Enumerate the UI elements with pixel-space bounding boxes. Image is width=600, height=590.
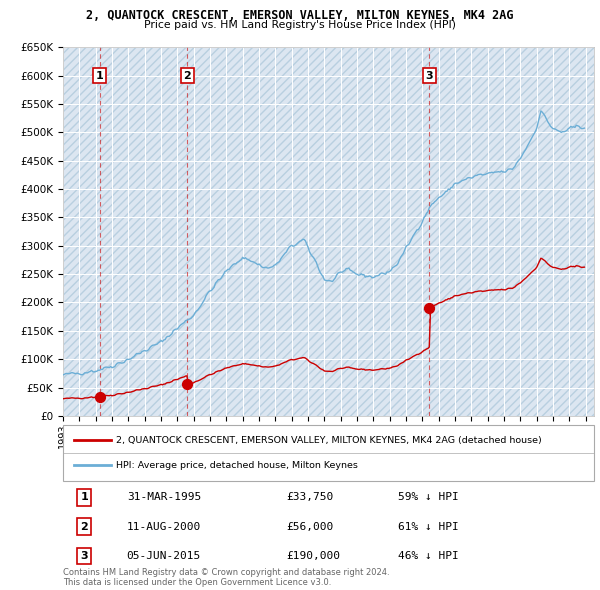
Text: £33,750: £33,750	[286, 492, 333, 502]
Text: 31-MAR-1995: 31-MAR-1995	[127, 492, 201, 502]
Text: 46% ↓ HPI: 46% ↓ HPI	[398, 551, 458, 561]
Text: 3: 3	[425, 71, 433, 81]
Point	[182, 379, 192, 389]
Text: 3: 3	[80, 551, 88, 561]
Text: 2, QUANTOCK CRESCENT, EMERSON VALLEY, MILTON KEYNES, MK4 2AG: 2, QUANTOCK CRESCENT, EMERSON VALLEY, MI…	[86, 9, 514, 22]
Text: 59% ↓ HPI: 59% ↓ HPI	[398, 492, 458, 502]
Text: 2: 2	[184, 71, 191, 81]
Text: Price paid vs. HM Land Registry's House Price Index (HPI): Price paid vs. HM Land Registry's House …	[144, 20, 456, 30]
Point	[95, 392, 104, 402]
Point	[425, 303, 434, 313]
Text: 2: 2	[80, 522, 88, 532]
Text: Contains HM Land Registry data © Crown copyright and database right 2024.
This d: Contains HM Land Registry data © Crown c…	[63, 568, 389, 587]
FancyBboxPatch shape	[63, 425, 594, 481]
Text: 1: 1	[96, 71, 104, 81]
Text: 1: 1	[80, 492, 88, 502]
Text: £190,000: £190,000	[286, 551, 340, 561]
Text: £56,000: £56,000	[286, 522, 333, 532]
Text: 05-JUN-2015: 05-JUN-2015	[127, 551, 201, 561]
Text: 61% ↓ HPI: 61% ↓ HPI	[398, 522, 458, 532]
Text: HPI: Average price, detached house, Milton Keynes: HPI: Average price, detached house, Milt…	[116, 461, 358, 470]
Text: 11-AUG-2000: 11-AUG-2000	[127, 522, 201, 532]
Text: 2, QUANTOCK CRESCENT, EMERSON VALLEY, MILTON KEYNES, MK4 2AG (detached house): 2, QUANTOCK CRESCENT, EMERSON VALLEY, MI…	[116, 436, 542, 445]
